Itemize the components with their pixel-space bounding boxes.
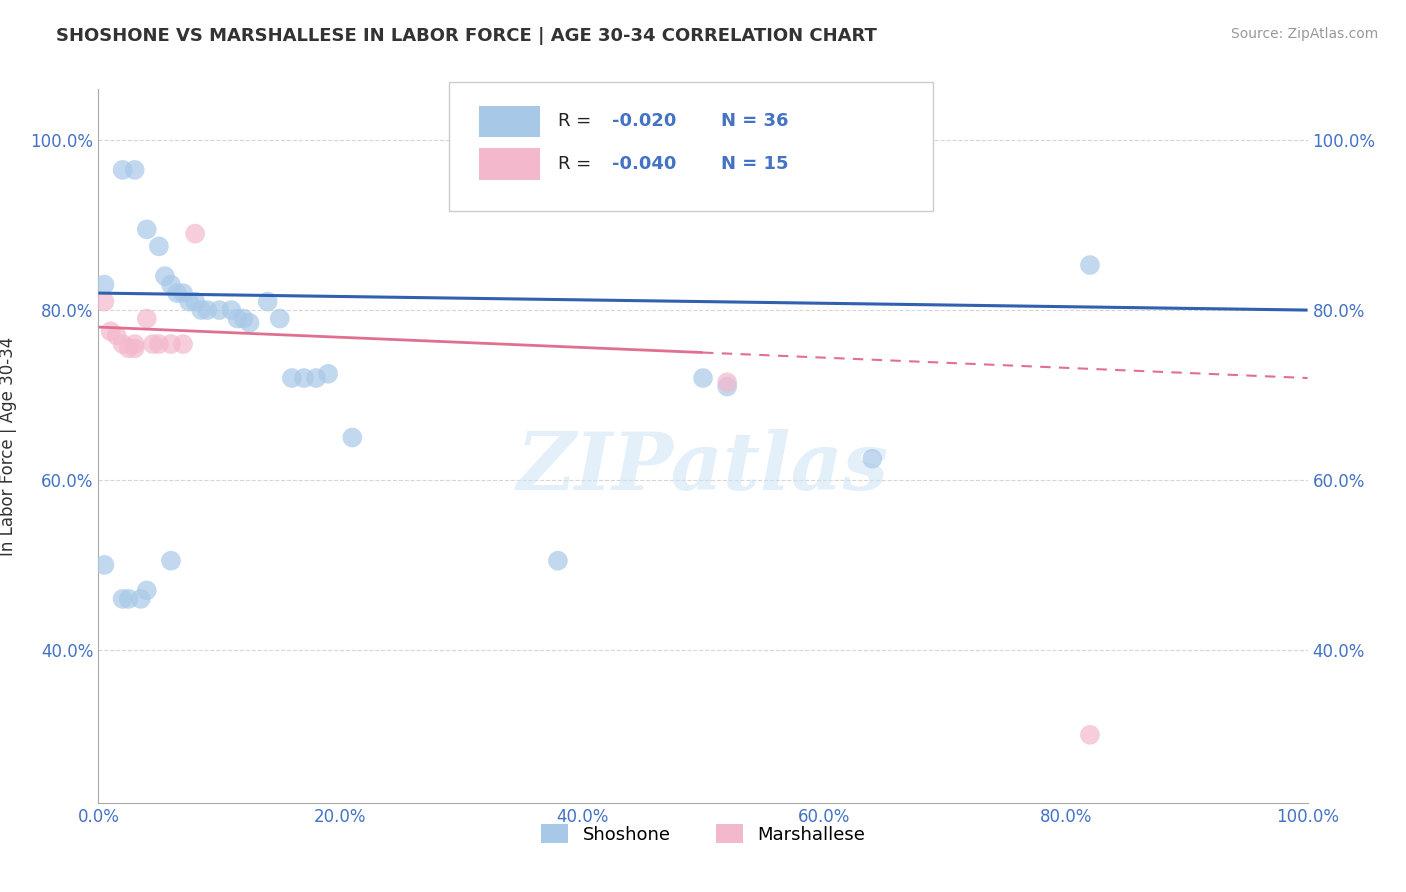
Point — [184, 294, 207, 309]
Point — [135, 311, 157, 326]
Point — [190, 303, 212, 318]
Point — [305, 371, 328, 385]
Point — [124, 162, 146, 177]
Text: N = 15: N = 15 — [721, 155, 789, 173]
Point — [281, 371, 304, 385]
Point — [860, 451, 883, 466]
Point — [208, 303, 231, 318]
Point — [111, 591, 134, 606]
Y-axis label: In Labor Force | Age 30-34: In Labor Force | Age 30-34 — [0, 336, 17, 556]
Text: N = 36: N = 36 — [721, 112, 789, 130]
Point — [93, 558, 115, 572]
Point — [184, 227, 207, 241]
Point — [135, 222, 157, 236]
Point — [195, 303, 218, 318]
Point — [105, 328, 128, 343]
Point — [129, 591, 152, 606]
Point — [269, 311, 291, 326]
Text: R =: R = — [558, 112, 598, 130]
Point — [100, 324, 122, 338]
Point — [148, 239, 170, 253]
FancyBboxPatch shape — [479, 105, 540, 137]
Point — [93, 294, 115, 309]
FancyBboxPatch shape — [449, 82, 932, 211]
Point — [148, 337, 170, 351]
Point — [153, 269, 176, 284]
Point — [135, 583, 157, 598]
Point — [316, 367, 339, 381]
Text: ZIPatlas: ZIPatlas — [517, 429, 889, 506]
Point — [232, 311, 254, 326]
Text: -0.040: -0.040 — [613, 155, 676, 173]
Point — [256, 294, 278, 309]
FancyBboxPatch shape — [479, 148, 540, 180]
Point — [179, 294, 201, 309]
Point — [1078, 728, 1101, 742]
Text: -0.020: -0.020 — [613, 112, 676, 130]
Point — [118, 341, 141, 355]
Point — [226, 311, 249, 326]
Point — [118, 591, 141, 606]
Point — [239, 316, 262, 330]
Point — [124, 341, 146, 355]
Point — [160, 337, 183, 351]
Point — [221, 303, 243, 318]
Point — [160, 554, 183, 568]
Point — [172, 286, 194, 301]
Point — [160, 277, 183, 292]
Text: Source: ZipAtlas.com: Source: ZipAtlas.com — [1230, 27, 1378, 41]
Point — [716, 376, 738, 390]
Point — [547, 554, 569, 568]
Legend: Shoshone, Marshallese: Shoshone, Marshallese — [534, 817, 872, 851]
Point — [172, 337, 194, 351]
Text: SHOSHONE VS MARSHALLESE IN LABOR FORCE | AGE 30-34 CORRELATION CHART: SHOSHONE VS MARSHALLESE IN LABOR FORCE |… — [56, 27, 877, 45]
Point — [1078, 258, 1101, 272]
Point — [124, 337, 146, 351]
Point — [166, 286, 188, 301]
Point — [111, 162, 134, 177]
Point — [716, 379, 738, 393]
Point — [111, 337, 134, 351]
Point — [292, 371, 315, 385]
Point — [142, 337, 165, 351]
Text: R =: R = — [558, 155, 598, 173]
Point — [93, 277, 115, 292]
Point — [342, 430, 364, 444]
Point — [692, 371, 714, 385]
